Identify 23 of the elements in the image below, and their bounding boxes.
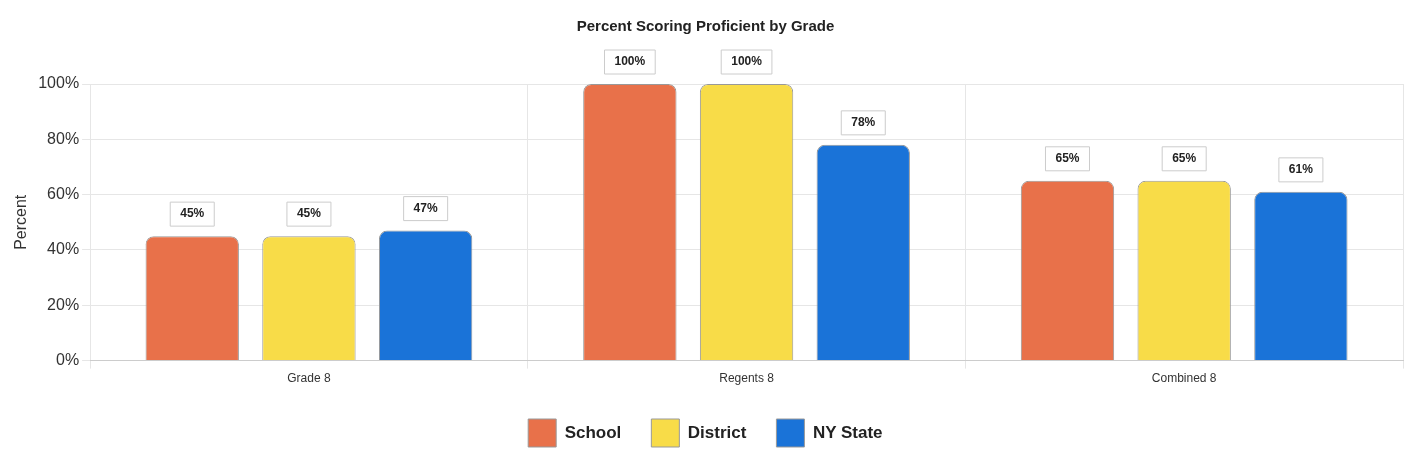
y-tick-label: 100% — [38, 74, 80, 92]
data-label: 45% — [180, 206, 205, 221]
data-label: 78% — [851, 115, 876, 130]
x-tick-label: Grade 8 — [287, 371, 331, 386]
x-tick-label: Combined 8 — [1151, 371, 1217, 386]
y-tick-label: 0% — [56, 351, 80, 369]
data-label: 65% — [1055, 151, 1080, 166]
data-label: 45% — [296, 206, 322, 221]
legend-label: School — [564, 422, 622, 442]
data-label: 65% — [1172, 151, 1197, 166]
y-tick-label: 60% — [47, 185, 80, 203]
data-label: 100% — [614, 54, 646, 69]
y-axis-title: Percent — [12, 194, 30, 250]
legend-label: District — [687, 422, 747, 442]
y-tick-label: 20% — [47, 295, 80, 313]
x-tick-label: Regents 8 — [719, 371, 775, 386]
chart-title: Percent Scoring Proficient by Grade — [576, 17, 835, 35]
legend-label: NY State — [812, 422, 883, 442]
data-label: 100% — [731, 54, 763, 69]
data-label: 61% — [1288, 162, 1314, 177]
y-tick-label: 80% — [47, 129, 80, 147]
y-tick-label: 40% — [47, 240, 80, 258]
data-label: 47% — [413, 200, 438, 215]
